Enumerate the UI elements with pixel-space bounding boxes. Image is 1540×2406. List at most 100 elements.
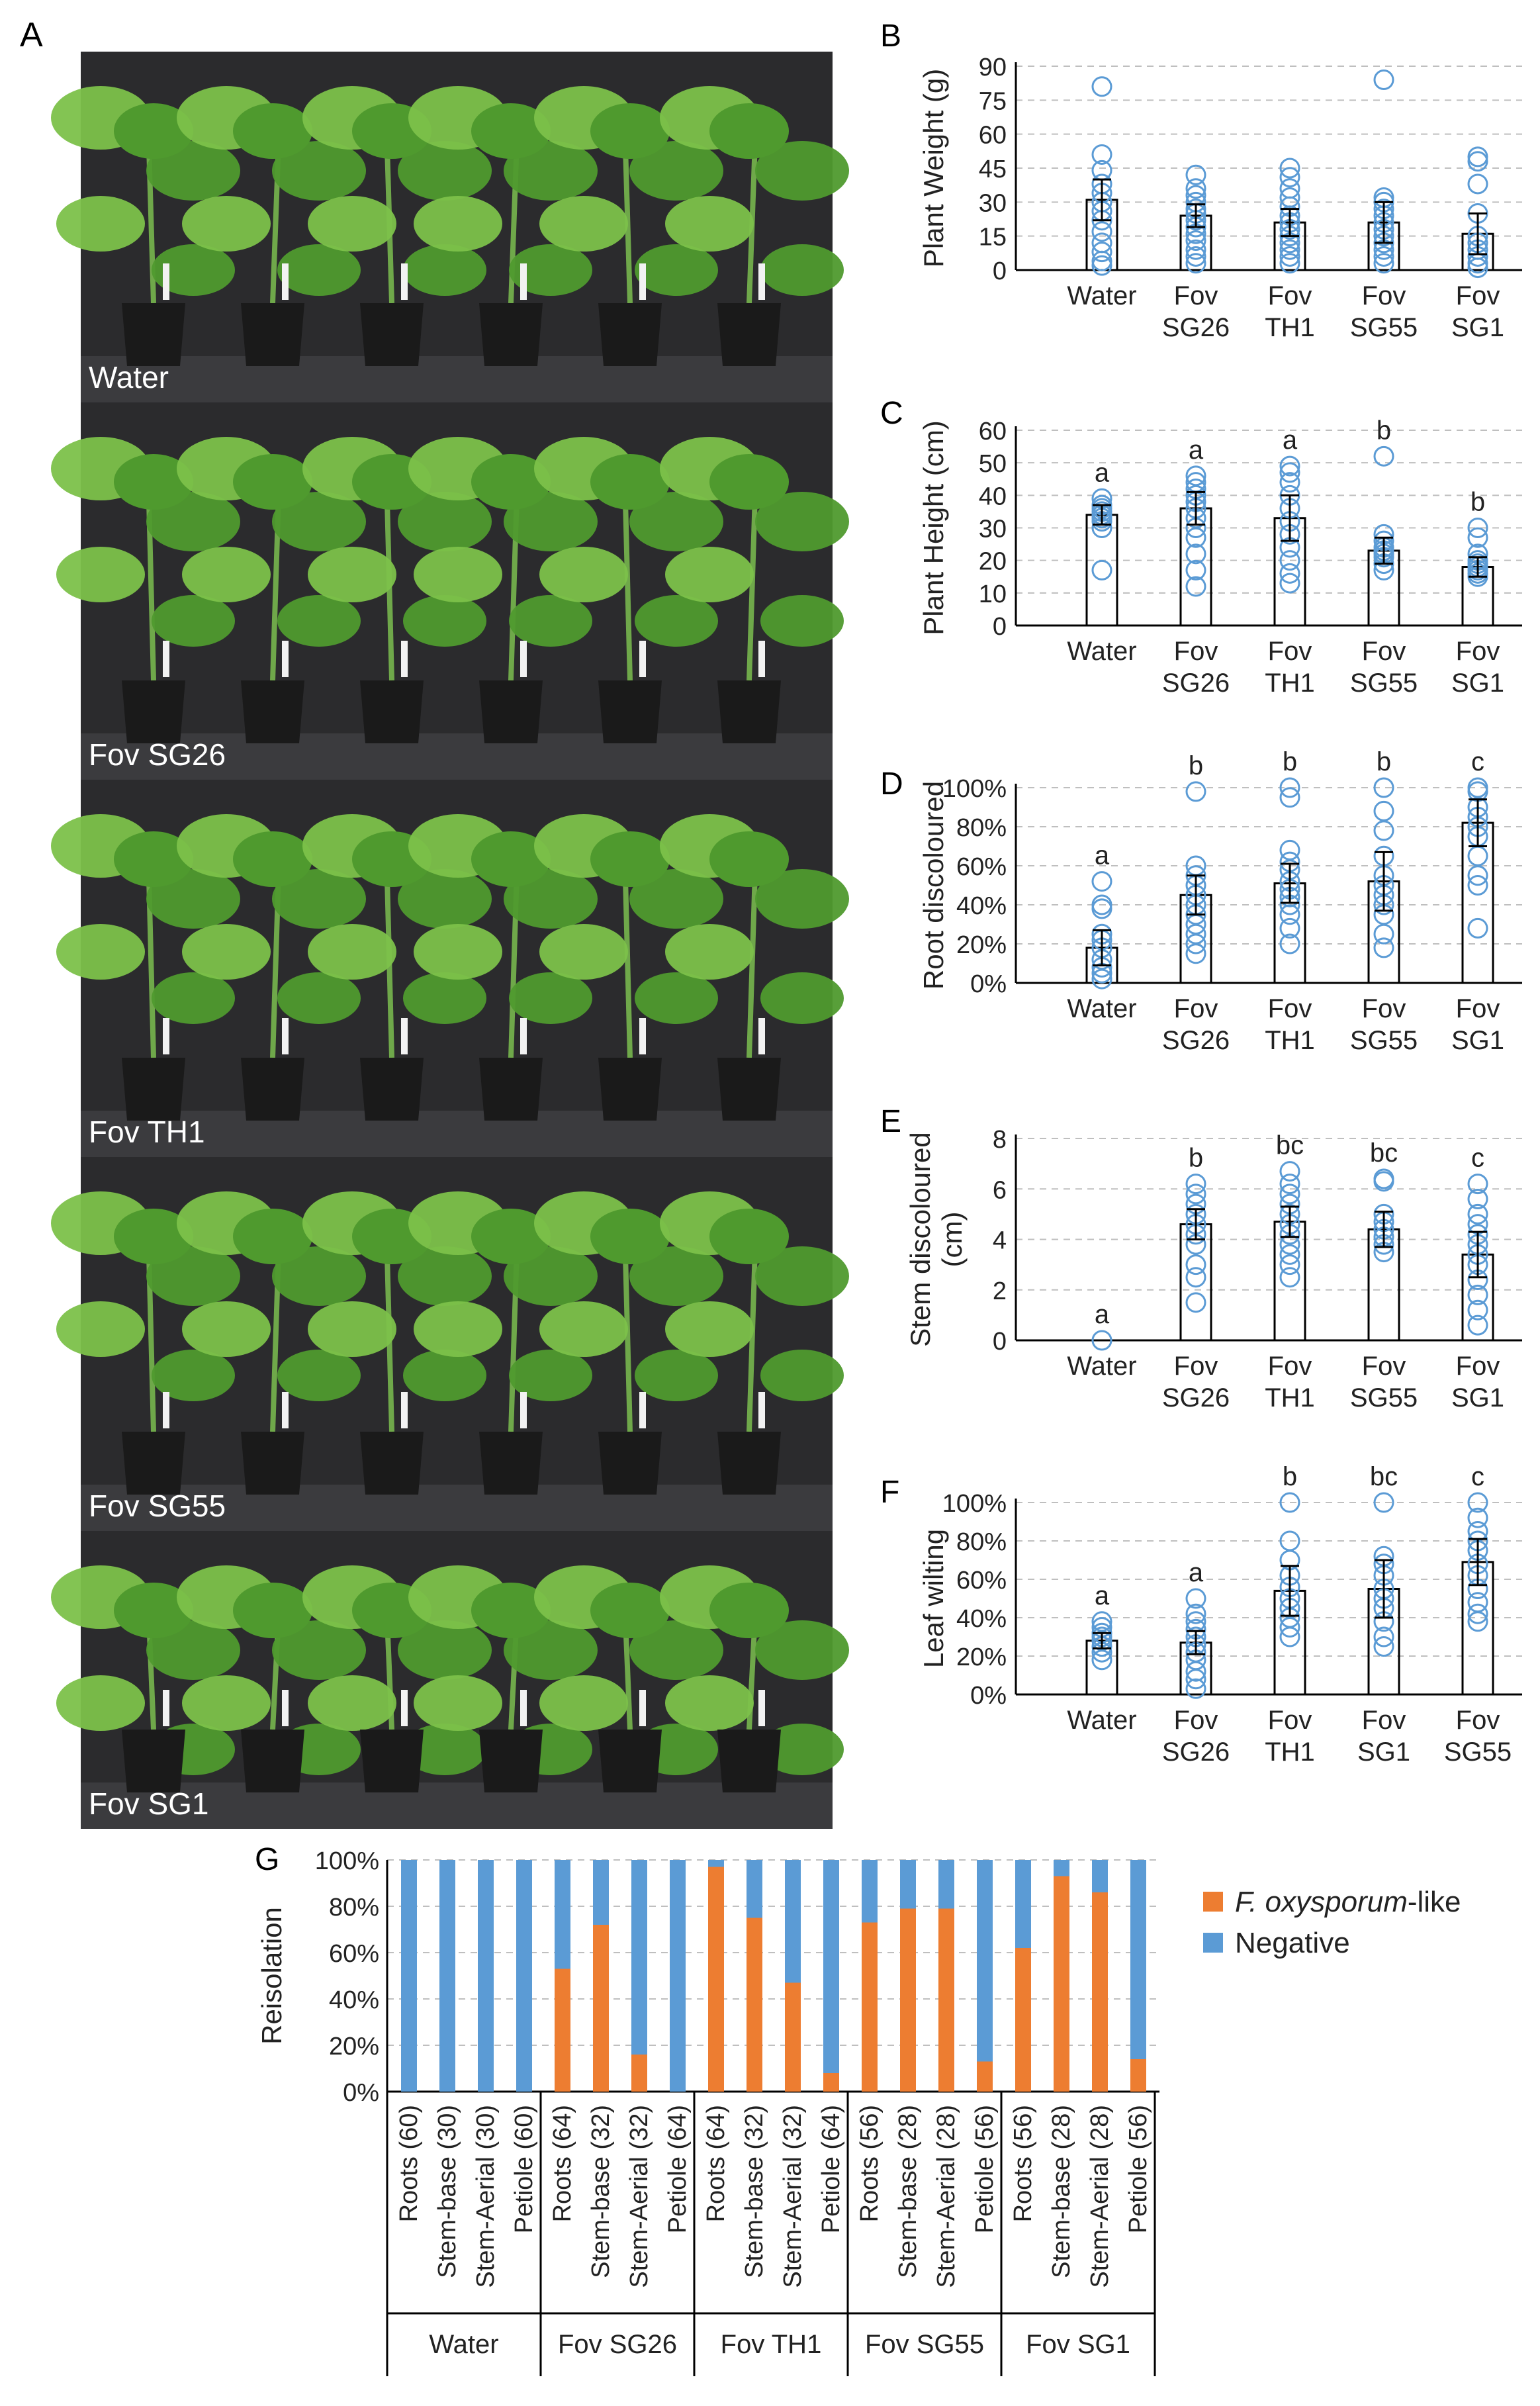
plant-leaf [272,141,366,201]
x-tick-label-line: SG26 [1162,1737,1230,1767]
data-point [1091,144,1112,165]
plant-leaf [709,1209,789,1264]
x-tick-label: Water [1067,281,1136,310]
data-point [1185,1588,1206,1609]
plant-pot [479,1730,543,1792]
chart-panel-c: 0 10 20 30 40 50 60 Plant Height (cm) a Water a Fov… [918,416,1522,698]
plant-leaf [760,972,844,1024]
plant-pot [717,680,781,743]
plant-leaf [665,1675,754,1731]
data-point [1185,781,1206,802]
plant-leaf [398,1246,492,1306]
bar-segment-negative [631,1860,647,2055]
significance-letter: a [1095,1581,1110,1610]
data-point [1185,1678,1206,1699]
plant-leaf [403,595,486,647]
x-tick-label: Roots (64) [549,2105,576,2222]
x-tick-label-line: Fov [1174,281,1218,310]
bar-segment-negative [516,1860,532,2092]
plant-pot [479,1432,543,1495]
x-tick-label: Roots (56) [1009,2105,1037,2222]
plant-leaf [471,103,551,159]
y-tick-label: 40% [956,1605,1007,1633]
plant-leaf [308,1675,396,1731]
plant-tag [520,641,527,677]
plant-pot [360,303,424,366]
x-tick-label-line: Fov [1456,1352,1500,1381]
data-point [1467,151,1488,172]
data-point [1467,917,1488,939]
plant-leaf [182,924,271,980]
plant-pot [241,303,304,366]
data-point [1373,1636,1394,1657]
plant-tag [282,1018,289,1054]
reisolation-stacked-chart: 0% 20% 40% 60% 80% 100% Reisolation Roots (60) S… [256,1847,1461,2376]
x-tick-label: Water [1067,1352,1136,1381]
bar-segment-negative [439,1860,455,2092]
y-tick-label: 30 [979,516,1007,543]
x-tick-label-line: SG55 [1350,1383,1418,1412]
significance-letter: b [1377,416,1391,445]
data-point [1467,1189,1488,1209]
y-axis-label-line: Stem discoloured [905,1132,936,1347]
plant-leaf [635,972,718,1024]
plant-leaf [760,595,844,647]
data-point [1279,462,1300,483]
data-point [1279,573,1300,594]
y-tick-label: 100% [942,1490,1007,1518]
plant-pot [479,303,543,366]
photo-label: Water [89,360,169,394]
photo-floor [81,1111,833,1157]
plant-leaf [398,869,492,929]
plant-leaf [152,972,235,1024]
data-point [1279,1183,1300,1205]
significance-letter: b [1377,747,1391,776]
data-point [1373,1492,1394,1513]
data-point [1185,246,1206,267]
bar-segment-oxysporum [1092,1892,1108,2092]
bar-segment-oxysporum [555,1968,570,2092]
x-tick-label-line: Fov [1456,637,1500,666]
photo-strip: Fov SG55 [51,1157,849,1531]
data-point [1279,158,1300,179]
data-point [1185,1267,1206,1288]
plant-tag [282,1392,289,1428]
y-tick-label: 20 [979,548,1007,576]
plant-leaf [233,103,312,159]
x-tick-label-line: TH1 [1265,1383,1315,1412]
data-point [1467,875,1488,896]
x-tick-label: Stem-base (32) [741,2105,768,2278]
x-tick-label: Petiole (56) [971,2105,999,2233]
x-tick-label-line: SG55 [1350,669,1418,698]
data-point [1467,257,1488,279]
x-tick-label: Petiole (56) [1124,2105,1152,2233]
data-point [1091,968,1112,990]
data-point [1373,820,1394,841]
plant-pot [717,1730,781,1792]
plant-tag [163,1392,169,1428]
data-point [1091,1330,1112,1351]
plant-tag [282,641,289,677]
data-point [1185,543,1206,565]
y-tick-label: 80% [956,1528,1007,1556]
data-point [1185,1174,1206,1195]
data-point [1185,239,1206,260]
plant-leaf [277,1350,361,1401]
y-tick-label: 45 [979,156,1007,183]
plant-tag [163,1018,169,1054]
plant-leaf [471,1209,551,1264]
y-tick-label: 100% [315,1847,379,1875]
plant-tag [758,1018,765,1054]
y-tick-label: 20% [956,1643,1007,1671]
bar-segment-oxysporum [631,2055,647,2092]
plant-pot [598,303,662,366]
plant-leaf [56,1301,145,1357]
plant-leaf [403,1350,486,1401]
plant-leaf [152,595,235,647]
significance-letter: bc [1370,1462,1398,1491]
x-tick-label: Stem-Aerial (28) [932,2105,960,2288]
plant-leaf [277,595,361,647]
photo-floor [81,733,833,780]
y-tick-label: 20% [329,2033,379,2060]
bar-segment-oxysporum [785,1982,801,2092]
